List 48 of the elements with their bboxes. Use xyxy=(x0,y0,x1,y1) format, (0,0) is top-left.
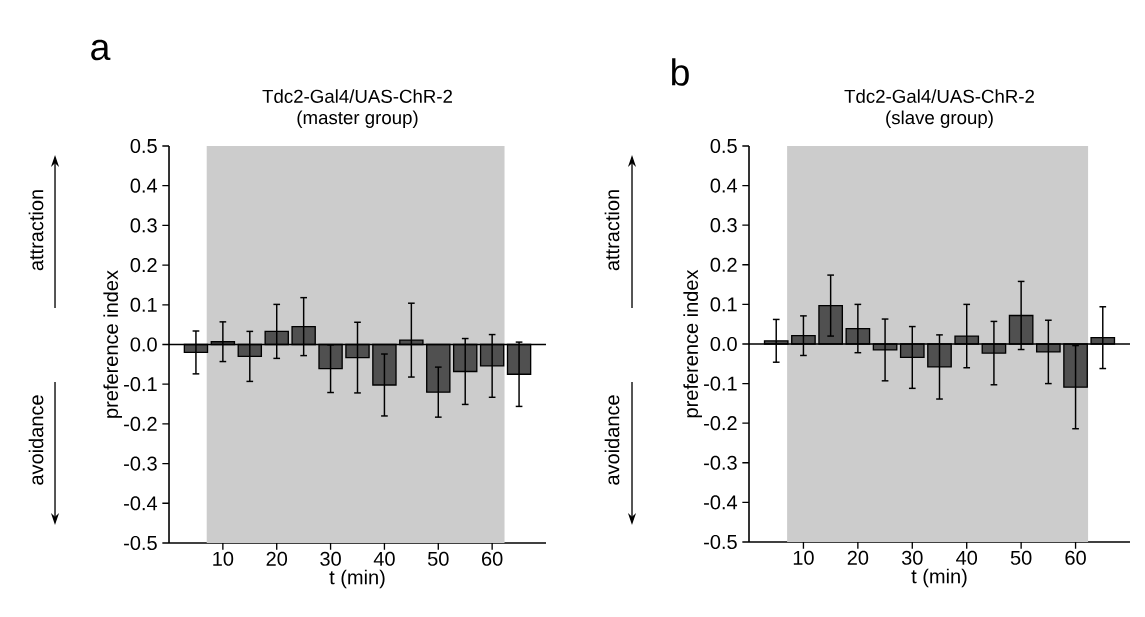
text: a xyxy=(91,39,111,61)
x-tick-label: 40 xyxy=(956,550,978,565)
x-tick-label: 20 xyxy=(266,551,288,566)
x-tick-label: 30 xyxy=(320,551,341,566)
x-axis-title: t (min) xyxy=(911,568,967,588)
x-tick-label: 40 xyxy=(373,551,395,566)
chart-title: Tdc2-Gal4/UAS-ChR-2 xyxy=(844,89,1034,103)
y-tick-label: -0.1 xyxy=(704,376,737,391)
y-tick-label: -0.4 xyxy=(124,496,158,511)
y-tick-label: 0.5 xyxy=(130,138,157,154)
y-tick-label: 0.3 xyxy=(710,218,737,233)
text: attraction xyxy=(604,190,620,271)
x-tick-label: 60 xyxy=(1065,550,1086,565)
y-tick-label: -0.3 xyxy=(124,456,157,471)
x-tick-label: 10 xyxy=(793,550,814,565)
text: b xyxy=(672,58,689,86)
x-tick-label: 60 xyxy=(482,551,503,566)
y-tick-label: 0.0 xyxy=(710,336,737,352)
chart-title: Tdc2-Gal4/UAS-ChR-2 xyxy=(262,89,452,103)
x-tick-label: 50 xyxy=(1010,550,1032,565)
y-tick-label: 0.1 xyxy=(710,297,737,312)
y-tick-label: -0.5 xyxy=(704,534,737,550)
x-tick-label: 20 xyxy=(847,550,869,565)
y-tick-label: 0.0 xyxy=(130,337,157,352)
x-tick-label: 50 xyxy=(427,551,449,566)
y-tick-label: 0.4 xyxy=(130,178,158,193)
y-tick-label: -0.1 xyxy=(124,377,157,392)
y-tick-label: 0.2 xyxy=(130,258,157,273)
y-tick-label: -0.4 xyxy=(704,495,738,510)
y-tick-label: 0.3 xyxy=(130,218,157,233)
x-axis-title: t (min) xyxy=(329,569,385,589)
y-tick-label: 0.5 xyxy=(710,138,737,154)
y-tick-label: -0.2 xyxy=(704,416,737,431)
chart-subtitle: (master group) xyxy=(297,110,418,128)
text: avoidance xyxy=(28,395,44,485)
y-axis-title: preference index xyxy=(103,270,123,418)
y-tick-label: 0.1 xyxy=(130,297,157,312)
text: attraction xyxy=(28,190,44,271)
y-tick-label: -0.5 xyxy=(124,535,157,551)
text: avoidance xyxy=(604,395,620,485)
y-tick-label: 0.2 xyxy=(710,257,737,272)
y-axis-title: preference index xyxy=(683,269,702,418)
x-tick-label: 10 xyxy=(213,551,234,566)
y-tick-label: 0.4 xyxy=(710,178,738,193)
chart-subtitle: (slave group) xyxy=(886,110,993,128)
y-tick-label: -0.2 xyxy=(124,416,157,431)
x-tick-label: 30 xyxy=(901,550,923,565)
y-tick-label: -0.3 xyxy=(704,455,737,470)
